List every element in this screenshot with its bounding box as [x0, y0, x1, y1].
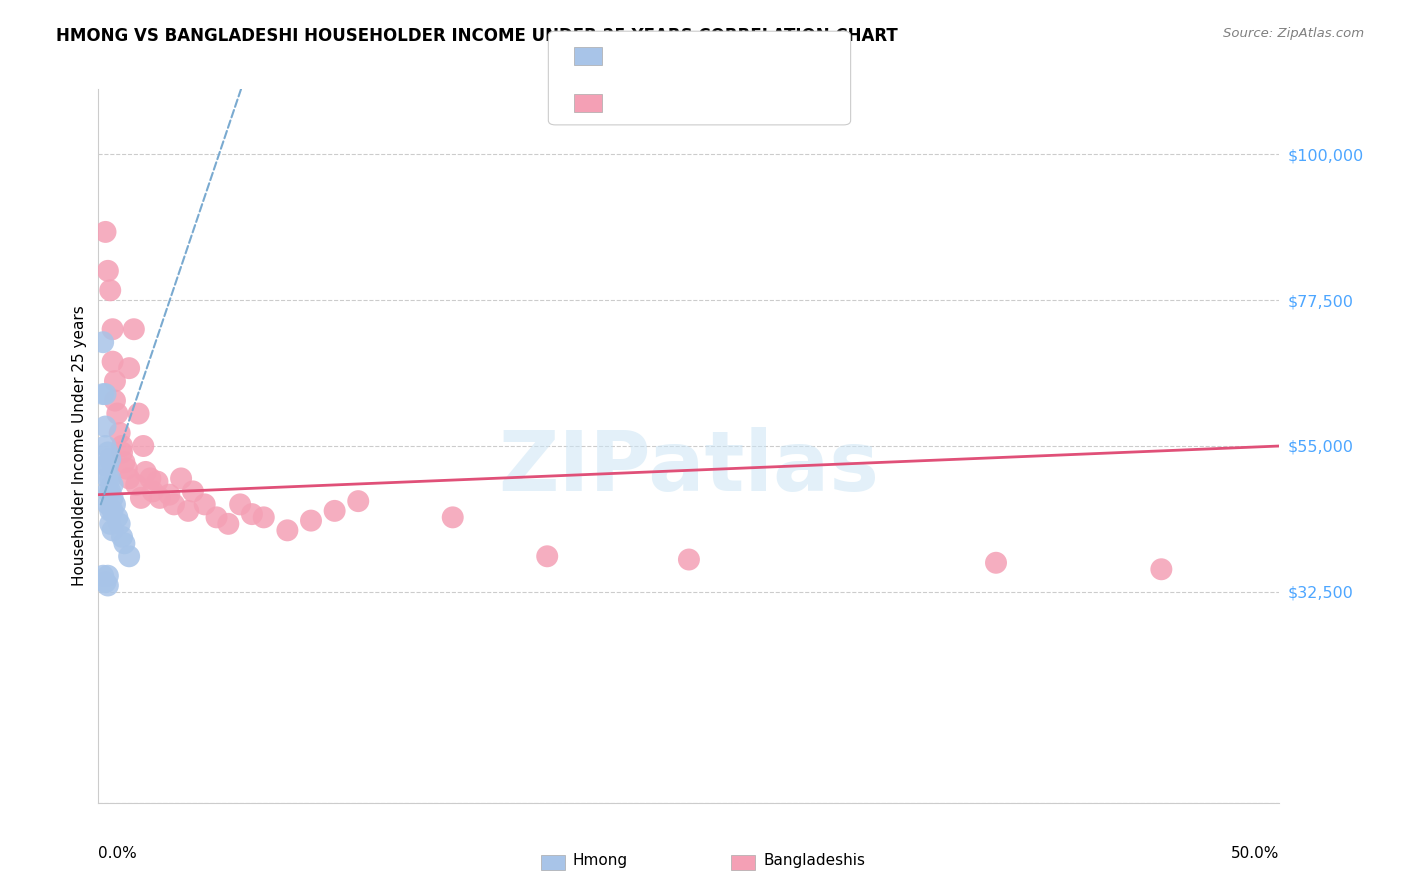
- Point: [94, 458, 117, 473]
- Point: [98, 516, 121, 531]
- Point: [205, 510, 228, 524]
- Point: [347, 494, 370, 508]
- Text: 50.0%: 50.0%: [1232, 846, 1279, 861]
- Point: [139, 471, 162, 485]
- Point: [94, 387, 117, 401]
- Text: Bangladeshis: Bangladeshis: [763, 854, 866, 868]
- Point: [101, 354, 124, 368]
- Point: [678, 552, 700, 566]
- Point: [157, 488, 180, 502]
- Point: [105, 407, 128, 421]
- Point: [142, 484, 165, 499]
- Point: [194, 497, 217, 511]
- Point: [94, 439, 117, 453]
- Point: [129, 491, 152, 505]
- Text: R =: R =: [612, 49, 647, 63]
- Text: 0.082: 0.082: [658, 94, 710, 112]
- Point: [229, 497, 252, 511]
- Text: Source: ZipAtlas.com: Source: ZipAtlas.com: [1223, 27, 1364, 40]
- Point: [101, 504, 124, 518]
- Point: [1150, 562, 1173, 576]
- Point: [97, 264, 120, 278]
- Text: Hmong: Hmong: [572, 854, 627, 868]
- Point: [108, 516, 131, 531]
- Point: [536, 549, 558, 564]
- Point: [111, 530, 134, 544]
- Point: [105, 510, 128, 524]
- Point: [104, 393, 127, 408]
- Point: [146, 475, 169, 489]
- Point: [101, 478, 124, 492]
- Point: [984, 556, 1007, 570]
- Point: [177, 504, 200, 518]
- Point: [163, 497, 186, 511]
- Point: [111, 439, 134, 453]
- Point: [112, 536, 135, 550]
- Point: [94, 419, 117, 434]
- Point: [217, 516, 239, 531]
- Point: [94, 575, 117, 590]
- Point: [122, 322, 145, 336]
- Point: [97, 578, 120, 592]
- Point: [97, 497, 120, 511]
- Point: [149, 491, 172, 505]
- Point: [98, 484, 121, 499]
- Point: [101, 524, 124, 538]
- Point: [240, 507, 263, 521]
- Point: [441, 510, 464, 524]
- Point: [108, 425, 131, 440]
- Point: [91, 387, 114, 401]
- Text: ZIPatlas: ZIPatlas: [499, 427, 879, 508]
- Text: 30: 30: [768, 47, 790, 65]
- Point: [97, 568, 120, 582]
- Point: [97, 445, 120, 459]
- Text: 45: 45: [768, 94, 790, 112]
- Text: 0.132: 0.132: [658, 47, 710, 65]
- Text: R =: R =: [612, 95, 647, 110]
- Point: [97, 458, 120, 473]
- Point: [111, 445, 134, 459]
- Point: [135, 465, 157, 479]
- Point: [118, 471, 141, 485]
- Point: [98, 471, 121, 485]
- Point: [118, 361, 141, 376]
- Point: [181, 484, 204, 499]
- Point: [91, 335, 114, 350]
- Point: [94, 225, 117, 239]
- Point: [253, 510, 276, 524]
- Point: [170, 471, 193, 485]
- Point: [299, 514, 322, 528]
- Text: HMONG VS BANGLADESHI HOUSEHOLDER INCOME UNDER 25 YEARS CORRELATION CHART: HMONG VS BANGLADESHI HOUSEHOLDER INCOME …: [56, 27, 898, 45]
- Point: [101, 491, 124, 505]
- Text: N =: N =: [717, 49, 763, 63]
- Point: [115, 461, 138, 475]
- Point: [132, 439, 155, 453]
- Point: [104, 374, 127, 388]
- Point: [91, 568, 114, 582]
- Point: [118, 549, 141, 564]
- Point: [323, 504, 346, 518]
- Point: [98, 504, 121, 518]
- Text: N =: N =: [717, 95, 763, 110]
- Point: [98, 283, 121, 297]
- Point: [98, 452, 121, 467]
- Point: [125, 478, 148, 492]
- Y-axis label: Householder Income Under 25 years: Householder Income Under 25 years: [72, 306, 87, 586]
- Point: [112, 455, 135, 469]
- Point: [101, 322, 124, 336]
- Point: [97, 471, 120, 485]
- Point: [97, 484, 120, 499]
- Text: 0.0%: 0.0%: [98, 846, 138, 861]
- Point: [104, 497, 127, 511]
- Point: [276, 524, 298, 538]
- Point: [128, 407, 150, 421]
